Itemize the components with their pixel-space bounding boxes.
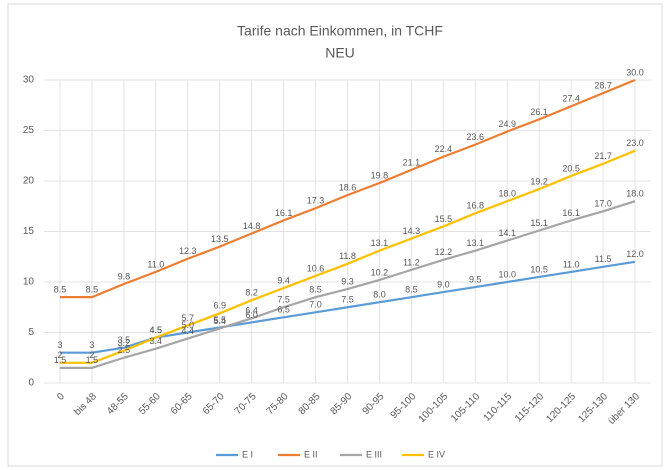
data-label: 10.2 — [371, 267, 389, 277]
data-label: 2 — [57, 350, 62, 360]
data-label: 11.5 — [595, 254, 612, 264]
data-label: 27.4 — [562, 94, 580, 104]
data-label: 11.8 — [339, 251, 356, 261]
chart-subtitle: NEU — [325, 45, 355, 61]
data-label: 19.8 — [371, 170, 389, 180]
data-label: 9.3 — [341, 276, 354, 286]
data-label: 4.4 — [182, 326, 195, 336]
data-label: 17.3 — [307, 196, 325, 206]
chart-title: Tarife nach Einkommen, in TCHF — [237, 23, 443, 39]
data-label: 13.1 — [467, 238, 485, 248]
data-label: 21.1 — [403, 157, 421, 167]
data-label: 16.1 — [275, 208, 293, 218]
data-label: 4.5 — [150, 325, 163, 335]
data-label: 15.1 — [530, 218, 548, 228]
data-label: 8.5 — [405, 285, 418, 295]
data-label: 1.5 — [86, 355, 99, 365]
data-label: 7.0 — [309, 300, 322, 310]
data-label: 8.2 — [245, 288, 258, 298]
data-label: 5.7 — [182, 313, 195, 323]
data-label: 26.1 — [530, 107, 548, 117]
data-label: 2 — [89, 350, 94, 360]
data-label: 8.5 — [54, 285, 67, 295]
data-label: 7.5 — [277, 295, 290, 305]
y-tick-label: 15 — [23, 226, 35, 237]
data-label: 3 — [89, 340, 94, 350]
series-line — [59, 149, 636, 364]
data-label: 10.5 — [530, 264, 548, 274]
data-label: 3 — [57, 340, 62, 350]
data-label: 18.0 — [626, 189, 644, 199]
data-label: 14.8 — [243, 221, 261, 231]
data-label: 12.2 — [435, 247, 453, 257]
data-label: 16.8 — [467, 201, 485, 211]
data-label: 1.5 — [54, 355, 67, 365]
data-label: 2.5 — [118, 345, 131, 355]
data-label: 13.1 — [371, 238, 389, 248]
y-tick-label: 5 — [28, 327, 34, 338]
data-label: 14.3 — [403, 226, 421, 236]
data-label: 3.5 — [118, 335, 131, 345]
data-label: 24.9 — [498, 119, 516, 129]
legend-label: E IV — [428, 449, 445, 459]
chart-frame — [7, 3, 663, 467]
data-label: 16.1 — [562, 208, 580, 218]
legend-label: E I — [242, 449, 253, 459]
data-label: 12.3 — [179, 246, 197, 256]
data-label: 11.0 — [147, 259, 164, 269]
data-label: 9.4 — [277, 275, 290, 285]
data-label: 12.0 — [626, 249, 644, 259]
data-label: 23.0 — [626, 138, 644, 148]
data-label: 10.6 — [307, 263, 325, 273]
data-label: 9.5 — [469, 274, 482, 284]
data-label: 5.0 — [182, 320, 195, 330]
series-line — [59, 200, 636, 369]
series-line — [59, 78, 636, 299]
data-label: 9.0 — [437, 279, 450, 289]
y-tick-label: 30 — [23, 75, 35, 86]
data-label: 19.2 — [530, 176, 548, 186]
data-label: 6.0 — [245, 310, 258, 320]
legend-label: E II — [304, 449, 318, 459]
data-label: 11.2 — [403, 257, 420, 267]
data-label: 22.4 — [435, 144, 453, 154]
data-label: 8.5 — [309, 285, 322, 295]
data-label: 9.8 — [118, 271, 131, 281]
data-label: 28.7 — [594, 81, 612, 91]
data-label: 10.0 — [498, 269, 516, 279]
data-label: 30.0 — [626, 67, 644, 77]
data-label: 15.5 — [435, 214, 453, 224]
data-label: 6.4 — [245, 306, 258, 316]
data-label: 8.5 — [86, 285, 99, 295]
data-label: 7.5 — [341, 295, 354, 305]
data-label: 20.5 — [562, 163, 580, 173]
data-label: 18.0 — [498, 189, 516, 199]
data-label: 3.4 — [150, 336, 163, 346]
legend-label: E III — [366, 449, 382, 459]
data-label: 8.0 — [373, 290, 386, 300]
y-tick-label: 0 — [28, 378, 34, 389]
y-tick-label: 25 — [23, 125, 35, 136]
data-label: 14.1 — [498, 228, 516, 238]
data-label: 4.5 — [150, 325, 163, 335]
data-label: 6.9 — [213, 301, 226, 311]
data-label: 21.7 — [594, 151, 612, 161]
data-label: 6.5 — [277, 305, 290, 315]
y-tick-label: 10 — [23, 277, 35, 288]
data-label: 23.6 — [467, 132, 485, 142]
data-label: 17.0 — [594, 199, 612, 209]
data-label: 3.2 — [118, 338, 131, 348]
y-tick-label: 20 — [23, 176, 35, 187]
data-label: 5.5 — [213, 315, 226, 325]
data-label: 13.5 — [211, 234, 229, 244]
data-label: 11.0 — [563, 259, 580, 269]
data-label: 18.6 — [339, 183, 357, 193]
data-label: 5.4 — [213, 316, 226, 326]
